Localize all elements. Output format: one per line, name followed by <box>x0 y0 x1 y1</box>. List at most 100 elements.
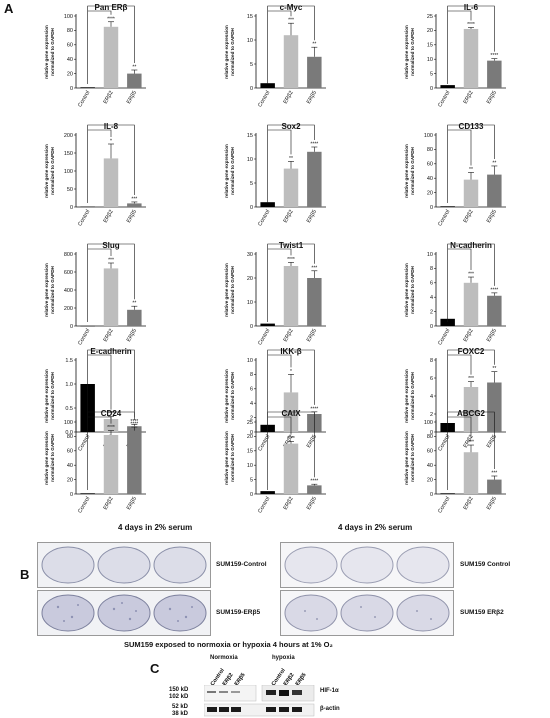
y-tick-label: 30 <box>247 252 253 258</box>
y-tick-label: 25 <box>247 420 253 426</box>
bar-chart: FOXC2 relative gene expressionnormalized … <box>400 346 550 458</box>
marker-102: 102 kD <box>169 694 189 700</box>
y-tick-label: 0 <box>70 324 73 330</box>
bar <box>487 60 502 88</box>
significance-label: ** <box>132 65 136 71</box>
x-tick-label: ERβ5 <box>126 209 138 224</box>
x-tick-label: Control <box>77 328 91 346</box>
y-tick-label: 10 <box>427 57 433 63</box>
actin-band <box>219 707 229 712</box>
y-axis-label: relative gene expressionnormalized to GA… <box>404 369 415 423</box>
chart-svg: Sox2 relative gene expressionnormalized t… <box>224 122 326 227</box>
comparison-bracket <box>267 354 292 368</box>
chart-title: FOXC2 <box>458 347 485 356</box>
comparison-bracket <box>447 129 472 166</box>
y-tick-label: 8 <box>430 358 433 364</box>
y-tick-label: 60 <box>427 449 433 455</box>
y-tick-label: 20 <box>427 28 433 34</box>
x-tick-label: Control <box>437 496 451 514</box>
y-tick-label: 20 <box>427 190 433 196</box>
x-tick-label: ERβ5 <box>126 90 138 105</box>
x-tick-label: Control <box>77 209 91 227</box>
comparison-bracket <box>267 243 315 322</box>
x-tick-label: ERβ2 <box>283 496 295 511</box>
comparison-bracket <box>267 416 292 435</box>
well <box>97 594 151 632</box>
x-tick-label: Control <box>257 328 271 346</box>
bar-chart: N-cadherin relative gene expressionnormal… <box>400 240 550 352</box>
y-tick-label: 800 <box>64 252 73 258</box>
x-tick-label: ERβ2 <box>463 90 475 105</box>
bar <box>440 85 455 88</box>
bar-chart: IL-8 relative gene expressionnormalized t… <box>40 121 216 233</box>
hif-band <box>207 691 216 693</box>
bar <box>103 268 119 326</box>
y-tick-label: 5 <box>250 477 253 483</box>
y-tick-label: 0 <box>430 205 433 211</box>
y-tick-label: 0 <box>430 492 433 498</box>
y-tick-label: 20 <box>67 71 73 77</box>
hif-band <box>231 691 240 693</box>
x-tick-label: Control <box>257 496 271 514</box>
y-axis-label: relative gene expressionnormalized to GA… <box>224 144 235 198</box>
panel-b-left-title: 4 days in 2% serum <box>118 523 193 532</box>
x-tick-label: ERβ2 <box>103 90 115 105</box>
significance-label: **** <box>130 422 138 428</box>
bar <box>307 56 322 88</box>
y-tick-label: 8 <box>250 372 253 378</box>
y-tick-label: 5 <box>250 181 253 187</box>
comparison-bracket <box>447 416 472 439</box>
bar <box>260 202 275 207</box>
y-tick-label: 15 <box>247 449 253 455</box>
bar <box>103 26 119 88</box>
comparison-bracket <box>447 243 495 322</box>
x-tick-label: ERβ5 <box>486 90 498 105</box>
colonies <box>304 606 432 620</box>
x-tick-label: ERβ2 <box>283 328 295 343</box>
comparison-bracket <box>87 349 135 428</box>
hif-band <box>266 690 276 695</box>
comparison-bracket <box>447 5 495 84</box>
bar <box>283 266 299 326</box>
colony-plate-erb5-left <box>37 590 211 636</box>
chart-svg: IL-8 relative gene expressionnormalized t… <box>44 122 146 227</box>
actin-band <box>266 707 276 712</box>
bar-chart: Pan ERβ relative gene expressionnormalize… <box>40 2 216 114</box>
bar-chart: IL-6 relative gene expressionnormalized t… <box>400 2 550 114</box>
y-axis-label: relative gene expressionnormalized to GA… <box>404 431 415 485</box>
significance-label: *** <box>288 18 294 24</box>
y-axis-label: relative gene expressionnormalized to GA… <box>44 144 55 198</box>
comparison-bracket <box>87 248 112 256</box>
significance-label: ** <box>289 156 293 162</box>
chart-title: c-Myc <box>280 3 303 12</box>
comparison-bracket <box>267 5 315 84</box>
plate-label-control-left: SUM159-Control <box>216 561 267 568</box>
x-tick-label: ERβ5 <box>306 496 318 511</box>
significance-label: **** <box>107 16 115 22</box>
bar <box>440 206 455 207</box>
x-tick-label: ERβ5 <box>486 328 498 343</box>
significance-label: * <box>110 139 112 145</box>
y-tick-label: 100 <box>424 133 433 139</box>
significance-label: *** <box>491 471 497 477</box>
y-axis-label: relative gene expressionnormalized to GA… <box>224 369 235 423</box>
chart-svg: CD24 relative gene expressionnormalized t… <box>44 409 146 514</box>
bar-chart: Slug relative gene expressionnormalized t… <box>40 240 216 352</box>
bar <box>440 493 455 494</box>
y-tick-label: 40 <box>427 463 433 469</box>
y-tick-label: 6 <box>250 387 253 393</box>
comparison-bracket <box>447 411 495 490</box>
x-tick-label: ERβ5 <box>486 496 498 511</box>
chart-svg: ABCG2 relative gene expressionnormalized … <box>404 409 506 514</box>
y-tick-label: 4 <box>250 401 253 407</box>
y-tick-label: 400 <box>64 288 73 294</box>
well <box>97 546 151 584</box>
significance-label: ** <box>492 366 496 372</box>
y-tick-label: 2 <box>250 415 253 421</box>
y-tick-label: 60 <box>427 162 433 168</box>
chart-title: Twist1 <box>279 241 304 250</box>
significance-label: * <box>290 369 292 375</box>
group-label-normoxia: Normoxia <box>210 655 238 661</box>
y-tick-label: 40 <box>427 176 433 182</box>
chart-title: Sox2 <box>281 122 301 131</box>
